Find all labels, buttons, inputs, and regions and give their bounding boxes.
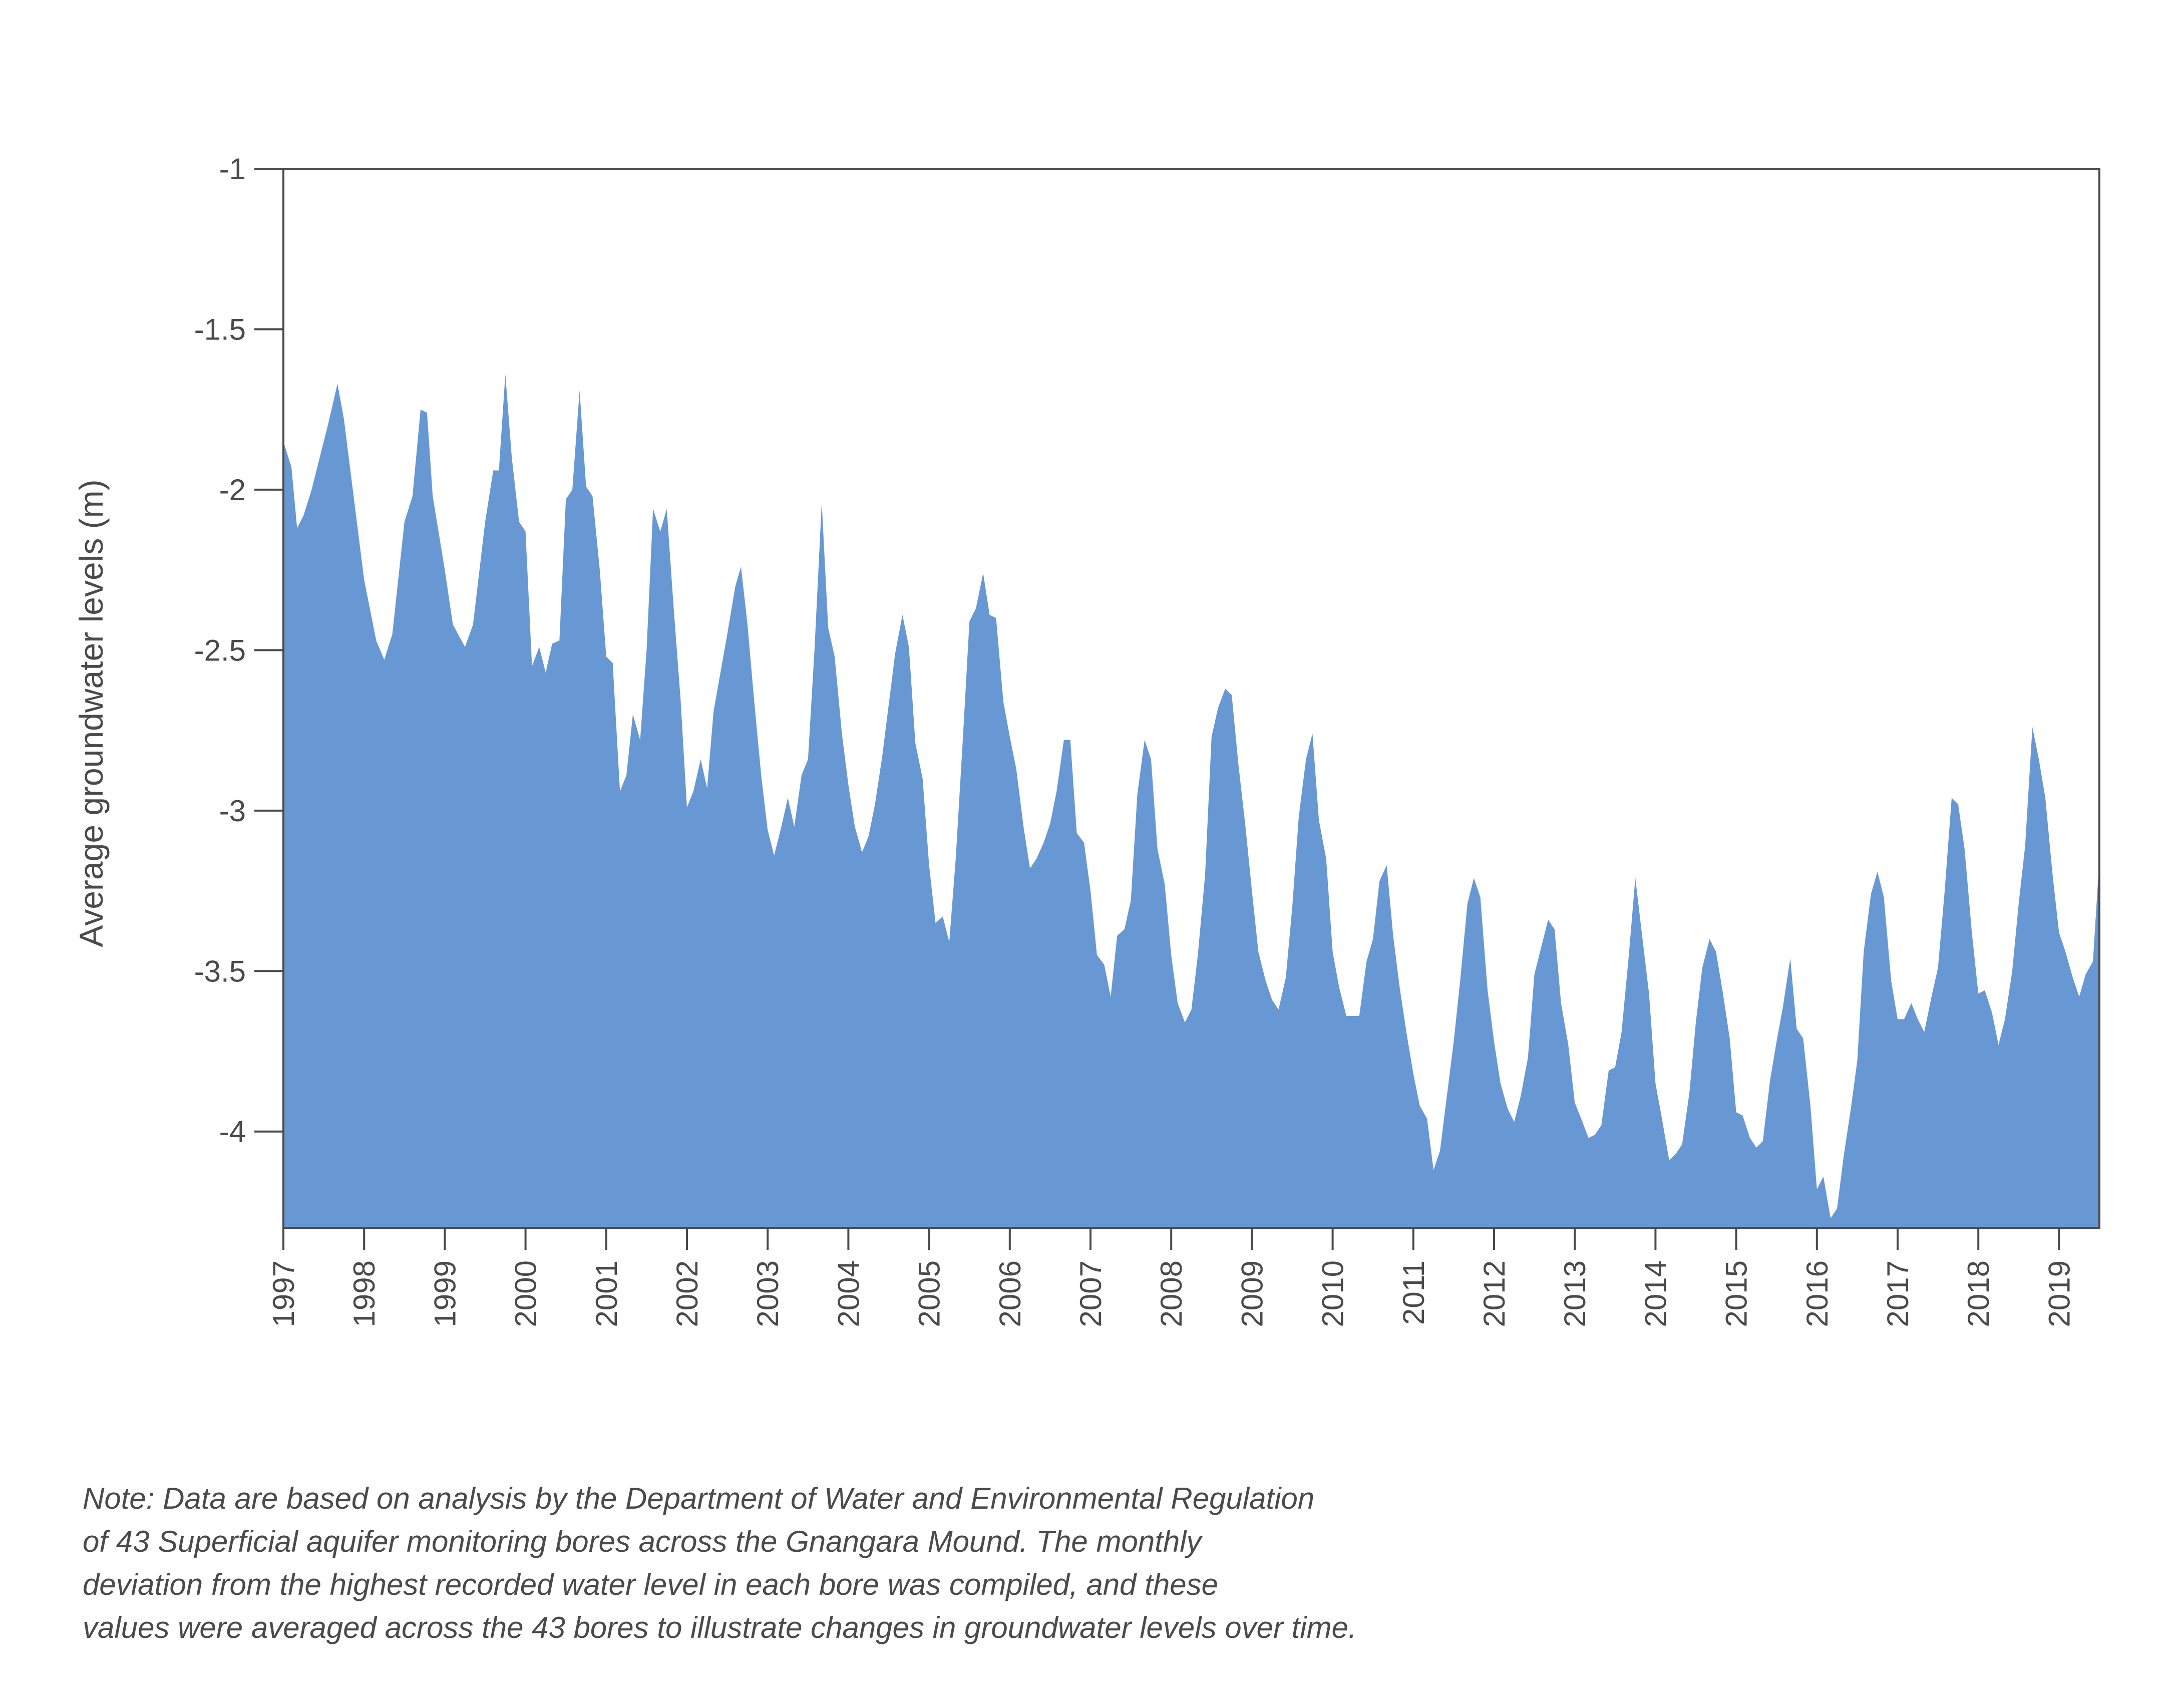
x-axis: 1997 1998 1999 2000 2001 2002 2003 2004 2005 2006… — [267, 1228, 2076, 1327]
y-tick-label: -3.5 — [194, 954, 246, 988]
x-tick-label: 2018 — [1962, 1260, 1995, 1327]
x-tick-label: 2019 — [2042, 1260, 2076, 1327]
note-line: deviation from the highest recorded wate… — [83, 1568, 1218, 1601]
plot-frame — [282, 168, 2100, 1229]
x-tick-label: 2009 — [1235, 1260, 1269, 1327]
x-tick-label: 2015 — [1720, 1260, 1753, 1327]
x-tick-label: 1997 — [267, 1260, 300, 1327]
x-tick-label: 2017 — [1881, 1260, 1915, 1327]
y-tick-label: -2.5 — [194, 633, 246, 667]
x-tick-label: 2016 — [1800, 1260, 1834, 1327]
x-tick-label: 2005 — [913, 1260, 946, 1327]
x-tick-label: 2011 — [1397, 1260, 1430, 1325]
note-line: of 43 Superficial aquifer monitoring bor… — [83, 1525, 1202, 1558]
y-tick-label: -1.5 — [194, 312, 246, 346]
x-tick-label: 2012 — [1478, 1260, 1511, 1327]
y-tick-label: -1 — [219, 152, 246, 186]
x-tick-label: 2003 — [751, 1260, 785, 1327]
x-tick-label: 2004 — [832, 1260, 865, 1327]
x-tick-label: 2010 — [1316, 1260, 1350, 1327]
y-axis-title: Average groundwater levels (m) — [73, 479, 110, 947]
y-tick-label: -2 — [219, 473, 246, 507]
y-axis: -1 -1.5 -2 -2.5 -3 -3.5 -4 — [194, 152, 283, 1149]
groundwater-area-series — [283, 374, 2099, 1228]
x-tick-label: 2006 — [993, 1260, 1027, 1327]
x-tick-label: 2014 — [1639, 1260, 1672, 1327]
x-tick-label: 2002 — [670, 1260, 704, 1327]
y-tick-label: -3 — [219, 794, 246, 828]
x-tick-label: 2008 — [1155, 1260, 1188, 1327]
x-tick-label: 2000 — [509, 1260, 543, 1327]
x-tick-label: 2007 — [1074, 1260, 1108, 1327]
x-tick-label: 1998 — [347, 1260, 381, 1327]
x-tick-label: 2001 — [590, 1260, 623, 1327]
x-tick-label: 1999 — [428, 1260, 462, 1327]
x-tick-label: 2013 — [1558, 1260, 1592, 1327]
note-line: values were averaged across the 43 bores… — [83, 1611, 1357, 1644]
note-line: Note: Data are based on analysis by the … — [83, 1482, 1315, 1515]
chart-note: Note: Data are based on analysis by the … — [83, 1477, 1735, 1649]
y-tick-label: -4 — [219, 1115, 246, 1149]
